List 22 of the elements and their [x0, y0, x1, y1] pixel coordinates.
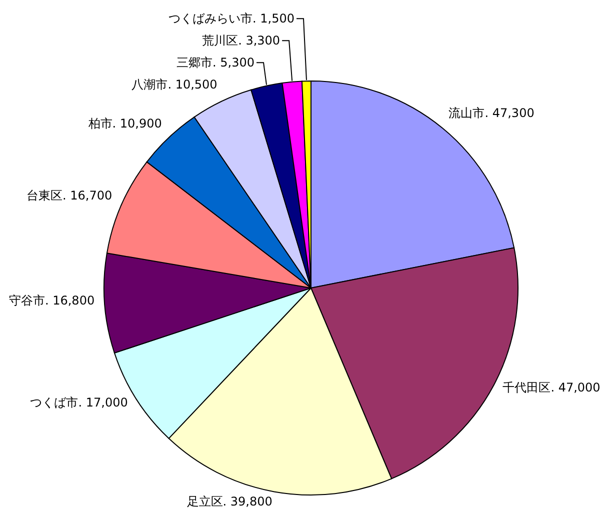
slice-label: つくば市	[30, 396, 78, 410]
slice-label: 千代田区	[502, 380, 551, 395]
data-label: . 39,800	[222, 494, 272, 508]
data-label: . 10,900	[112, 116, 162, 130]
slice-label: 流山市	[448, 106, 485, 120]
slice-label: 台東区	[26, 188, 63, 202]
data-label: . 47,000	[550, 380, 600, 395]
data-label: . 16,800	[44, 294, 95, 308]
slice-label: 三郷市	[176, 56, 213, 70]
slice-label: 荒川区	[202, 34, 238, 48]
slice-label: 八潮市	[132, 78, 168, 92]
data-label: . 10,500	[168, 78, 218, 92]
slice-label: 守谷市	[8, 294, 45, 308]
data-label: . 16,700	[62, 188, 112, 202]
slice-label: つくばみらい市	[168, 12, 252, 26]
data-label: . 1,500	[252, 12, 294, 26]
data-label: . 17,000	[78, 396, 128, 410]
slice-label: 足立区	[186, 494, 223, 508]
data-label: . 5,300	[212, 56, 255, 70]
slice-label: 柏市	[87, 116, 112, 130]
data-label: . 3,300	[238, 34, 280, 48]
data-label: . 47,300	[484, 106, 534, 120]
